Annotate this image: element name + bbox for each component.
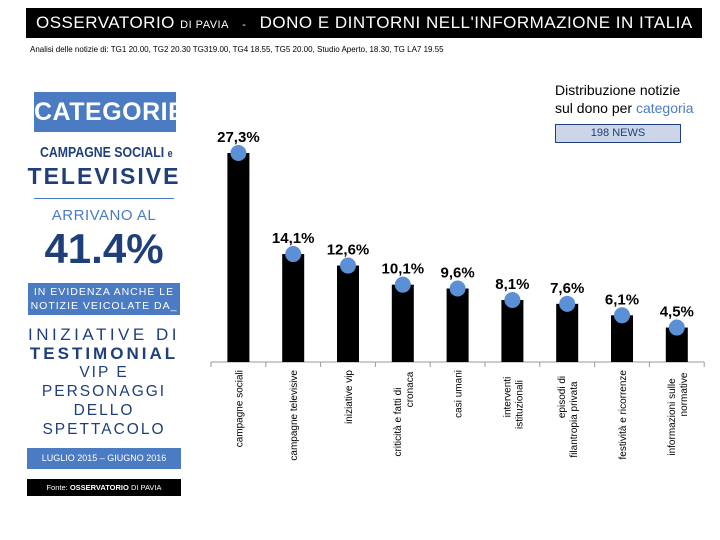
category-label-line: filantropia privata [569, 381, 580, 458]
bar-marker [449, 280, 466, 297]
bar-marker [559, 295, 576, 312]
category-label-line: campagne sociali [234, 370, 245, 447]
category-label: interventi istituzionali [502, 377, 525, 429]
bar [337, 265, 359, 362]
bar [556, 303, 579, 362]
category-label: iniziative vip [344, 370, 355, 424]
category-label: CATEGORIE_ [34, 92, 199, 132]
evidenza-box: IN EVIDENZA ANCHE LE NOTIZIE VEICOLATE D… [28, 283, 180, 315]
big-percentage: 41.4% [44, 225, 164, 272]
data-label: 10,1% [382, 261, 425, 278]
campagne-sociali-label: CAMPAGNE SOCIALI e [40, 144, 173, 161]
header-separator: - [242, 19, 247, 31]
spettacolo-label: DELLO SPETTACOLO [42, 402, 166, 438]
data-label: 14,1% [272, 230, 315, 247]
distribution-title: Distribuzione notizie sul dono per categ… [555, 81, 694, 117]
data-label: 7,6% [550, 280, 584, 297]
category-label-line: informazioni sulle [667, 378, 678, 456]
bar-marker [340, 257, 356, 274]
news-count-box: 198 NEWS [555, 124, 681, 143]
source-prefix: Fonte: [46, 483, 68, 492]
header-bar: OSSERVATORIO DI PAVIA - DONO E DINTORNI … [26, 8, 702, 38]
category-label-line: campagne televisive [289, 370, 300, 461]
analysis-text: Analisi delle notizie di: TG1 20.00, TG2… [30, 45, 444, 54]
bar-marker [504, 291, 521, 308]
category-label: festività e ricorrenze [618, 370, 629, 460]
bar [501, 299, 524, 362]
category-label: campagne sociali [234, 370, 245, 447]
bar [282, 254, 305, 362]
bar [611, 315, 633, 362]
divider [34, 198, 174, 199]
source-suffix: DI PAVIA [130, 483, 162, 492]
category-label-line: episodi di [557, 376, 568, 418]
category-label-line: iniziative vip [344, 370, 355, 424]
distribution-line2: sul dono per [555, 100, 633, 116]
distribution-line2-wrap: sul dono per categoria [555, 99, 694, 117]
distribution-highlight: categoria [635, 100, 694, 116]
bar [665, 327, 688, 362]
distribution-line1: Distribuzione notizie [555, 82, 681, 98]
category-label: informazioni sulle normative [667, 372, 690, 456]
testimonial-label: TESTIMONIAL [29, 344, 179, 363]
data-label: 27,3% [217, 129, 260, 146]
data-label: 8,1% [495, 276, 529, 293]
iniziative-label: INIZIATIVE DI [28, 325, 180, 344]
period-box: LUGLIO 2015 – GIUGNO 2016 [27, 448, 181, 469]
vip-label: VIP E PERSONAGGI [41, 364, 167, 400]
category-label-line: interventi [502, 377, 513, 418]
bar-marker [394, 276, 411, 293]
category-label-line: festività e ricorrenze [618, 370, 629, 460]
category-label-line: cronaca [405, 371, 416, 407]
bar [227, 153, 250, 362]
category-label-line: normative [679, 372, 690, 416]
category-label: casi umani [454, 370, 465, 418]
source-name: OSSERVATORIO [69, 483, 129, 492]
category-label-line: criticità e fatti di [393, 388, 404, 457]
bar [391, 284, 414, 362]
category-label-line: istituzionali [514, 380, 525, 429]
data-label: 6,1% [605, 291, 639, 308]
sidebar-panel: CATEGORIE_ CAMPAGNE SOCIALI e TELEVISIVE… [26, 92, 199, 496]
header-brand: OSSERVATORIO [36, 13, 175, 32]
category-label: episodi di filantropia privata [557, 376, 580, 458]
arrivano-label: ARRIVANO AL [51, 207, 157, 224]
header-title: DONO E DINTORNI NELL'INFORMAZIONE IN ITA… [259, 13, 693, 32]
category-label: campagne televisive [289, 370, 300, 461]
bar-marker [614, 307, 630, 324]
bar [446, 288, 469, 362]
data-label: 4,5% [660, 304, 694, 321]
bar-marker [668, 319, 685, 336]
category-label: criticità e fatti di cronaca [393, 371, 416, 456]
data-label: 9,6% [440, 265, 474, 282]
data-label: 12,6% [327, 242, 370, 259]
source-box: Fonte: OSSERVATORIO DI PAVIA [27, 479, 181, 496]
category-label-line: casi umani [454, 370, 465, 418]
conjunction-e: e [167, 148, 173, 160]
bar-marker [230, 145, 247, 161]
header-brand-sub: DI PAVIA [180, 19, 229, 31]
bar-marker [285, 246, 302, 263]
campagne-sociali-text: CAMPAGNE SOCIALI [40, 144, 165, 161]
televisive-label: TELEVISIVE [27, 163, 181, 189]
